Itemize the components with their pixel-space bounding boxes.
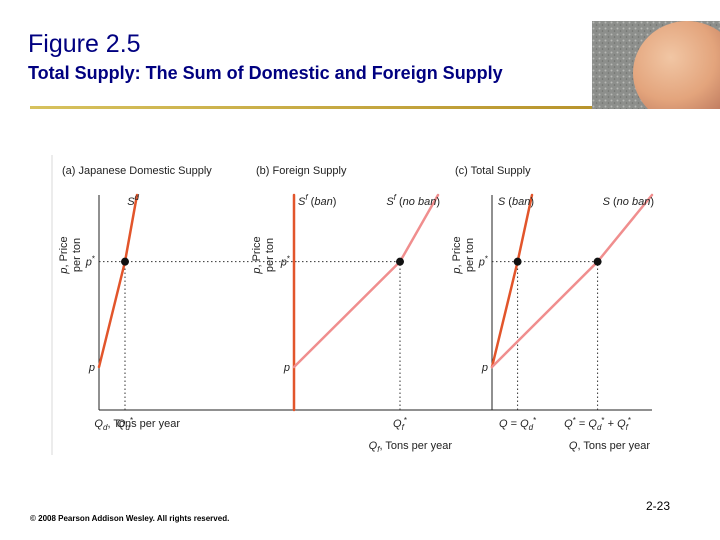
panel-a-equilibrium-point xyxy=(121,257,129,266)
panel-a-plot: Sd​ p*​ p Qd*​ xyxy=(85,193,299,432)
panel-b-x-tick-label: Qf*​ xyxy=(393,416,407,432)
panel-b: (b) Foreign Supply p, Priceper ton Sf​ (… xyxy=(251,165,494,454)
panel-b-series-label: Sf​ (ban) xyxy=(298,193,336,208)
copyright-notice: © 2008 Pearson Addison Wesley. All right… xyxy=(30,514,230,523)
panel-a-series-line xyxy=(97,193,139,369)
panel-b-series-line xyxy=(292,193,440,369)
panel-a-y-tick-label: p*​ xyxy=(85,255,95,269)
panel-c-x-tick-label: Q = Qd*​ xyxy=(499,416,536,432)
panel-c-y-tick-label: p*​ xyxy=(478,255,488,269)
panel-b-xlabel: Qf, Tons per year xyxy=(369,440,453,454)
panel-b-plot: Sf​ (ban) Sf​ (no ban) p*​ p Qf*​ xyxy=(280,193,494,432)
panel-b-equilibrium-point xyxy=(396,257,404,266)
decorative-stone-image xyxy=(592,21,720,109)
panel-c-series-line xyxy=(490,193,534,369)
panel-c: (c) Total Supply p, Priceper ton S (ban)… xyxy=(451,165,654,452)
panel-c-equilibrium-point xyxy=(593,257,602,266)
panel-c-series-label: S (ban) xyxy=(498,196,534,208)
panel-c-title: (c) Total Supply xyxy=(455,165,531,177)
panel-b-ylabel: p, Priceper ton xyxy=(251,236,276,274)
panel-c-xlabel: Q, Tons per year xyxy=(569,440,650,452)
panel-a-y-tick-label: p xyxy=(88,362,95,374)
panel-a-title: (a) Japanese Domestic Supply xyxy=(62,165,212,177)
title-underline xyxy=(30,106,592,109)
panel-c-series-label: S (no ban) xyxy=(603,196,654,208)
panel-c-ylabel: p, Priceper ton xyxy=(451,236,476,274)
total-supply-figure: (a) Japanese Domestic Supply p, Priceper… xyxy=(50,155,660,460)
panel-b-title: (b) Foreign Supply xyxy=(256,165,347,177)
panel-c-x-tick-label: Q*​ = Qd*​ + Qf*​ xyxy=(564,416,631,432)
slide-number: 2-23 xyxy=(646,499,671,513)
panel-c-series-line xyxy=(490,193,654,369)
panel-b-y-tick-label: p xyxy=(283,362,290,374)
panel-c-plot: S (ban) S (no ban) p*​ p Q = Qd*​ Q*​ = Qd*​ … xyxy=(478,193,654,432)
panel-b-series-label: Sf​ (no ban) xyxy=(386,193,440,208)
panel-a-x-tick-label: Qd*​ xyxy=(117,416,133,432)
figure-svg: (a) Japanese Domestic Supply p, Priceper… xyxy=(51,155,654,455)
panel-a-series-label: Sd​ xyxy=(127,193,139,208)
slide-subtitle: Total Supply: The Sum of Domestic and Fo… xyxy=(28,63,503,83)
panel-c-y-tick-label: p xyxy=(481,362,488,374)
panel-a: (a) Japanese Domestic Supply p, Priceper… xyxy=(58,165,299,432)
panel-c-equilibrium-point xyxy=(513,257,522,266)
panel-b-y-tick-label: p*​ xyxy=(280,255,290,269)
slide-title: Figure 2.5 xyxy=(28,30,141,58)
panel-a-ylabel: p, Priceper ton xyxy=(58,236,83,274)
panel-a-xlabel: Qd, Tons per year xyxy=(94,418,180,432)
